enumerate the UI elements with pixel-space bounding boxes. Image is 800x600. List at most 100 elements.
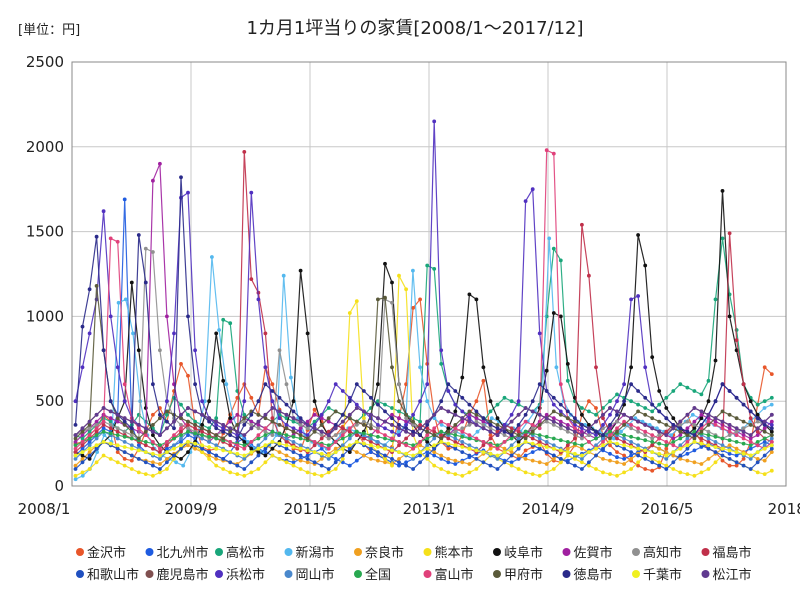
data-point [228, 470, 233, 475]
data-point [727, 389, 732, 393]
data-point [467, 462, 472, 466]
data-point [713, 416, 718, 421]
data-point [354, 299, 359, 303]
data-point [411, 412, 415, 417]
data-point [193, 382, 198, 387]
data-point [411, 429, 415, 434]
data-point [594, 467, 598, 471]
data-point [94, 426, 99, 431]
x-tick-label: 2016/5 [641, 500, 694, 518]
data-point [762, 453, 767, 458]
data-point [270, 446, 275, 451]
data-point [565, 409, 570, 414]
grid [72, 62, 786, 486]
data-point [256, 436, 261, 441]
data-point [587, 429, 591, 434]
data-point [305, 433, 310, 437]
data-point [228, 440, 233, 444]
data-point [228, 433, 233, 437]
data-point [643, 263, 648, 268]
data-point [474, 297, 479, 302]
data-point [291, 450, 296, 454]
data-point [565, 423, 570, 427]
data-point [692, 448, 697, 453]
data-point [298, 453, 303, 458]
data-point [558, 402, 563, 407]
data-point [573, 416, 577, 421]
data-point [94, 433, 99, 437]
data-point [326, 433, 331, 437]
data-point [650, 460, 655, 465]
data-point [319, 412, 324, 417]
data-point [165, 450, 169, 454]
data-point [108, 409, 113, 414]
data-point [404, 436, 408, 441]
data-point [221, 423, 226, 427]
data-point [193, 426, 198, 431]
data-point [207, 445, 212, 449]
data-point [122, 419, 127, 424]
data-point [544, 470, 549, 475]
data-point [741, 382, 746, 387]
data-point [636, 402, 640, 407]
data-point [221, 467, 226, 471]
data-point [643, 395, 648, 400]
data-point [158, 453, 162, 458]
data-point [186, 443, 190, 448]
data-point [179, 457, 183, 461]
data-point [699, 426, 704, 431]
data-point [629, 434, 633, 439]
data-point [326, 457, 331, 461]
data-point [678, 419, 683, 424]
data-point [136, 426, 141, 431]
data-point [769, 443, 774, 448]
data-point [129, 443, 134, 448]
data-point [713, 450, 718, 454]
data-point [284, 443, 289, 448]
data-point [720, 453, 725, 458]
data-point [608, 472, 612, 476]
data-point [734, 429, 739, 434]
data-point [333, 382, 338, 387]
data-point [376, 382, 380, 387]
data-point [369, 443, 373, 448]
data-point [333, 467, 338, 471]
data-point [256, 423, 261, 427]
data-point [594, 406, 598, 410]
data-point [657, 436, 662, 441]
data-point [291, 429, 296, 434]
data-point [502, 440, 507, 444]
data-point [769, 436, 774, 441]
data-point [565, 378, 570, 383]
data-point [755, 470, 760, 475]
data-point [73, 446, 78, 451]
data-point [418, 440, 422, 444]
data-point [636, 429, 640, 434]
data-point [249, 426, 254, 431]
data-point [158, 462, 162, 466]
data-point [734, 453, 739, 458]
data-point [151, 446, 155, 451]
legend-label: 松江市 [713, 567, 752, 583]
data-point [692, 440, 697, 444]
data-point [340, 443, 345, 448]
data-point [622, 433, 626, 437]
data-point [650, 436, 655, 441]
data-point [537, 412, 542, 417]
data-point [488, 463, 493, 468]
data-point [601, 446, 605, 451]
data-point [629, 453, 633, 458]
data-point [256, 467, 261, 471]
data-point [200, 450, 205, 454]
data-point [411, 306, 415, 310]
data-point [643, 448, 648, 453]
data-point [544, 450, 549, 454]
data-point [214, 331, 219, 336]
data-point [636, 426, 640, 431]
legend-label: 和歌山市 [87, 567, 139, 583]
legend-label: 福島市 [713, 545, 752, 561]
data-point [580, 443, 584, 448]
data-point [467, 443, 472, 448]
data-point [80, 426, 85, 431]
legend-marker [76, 548, 84, 556]
